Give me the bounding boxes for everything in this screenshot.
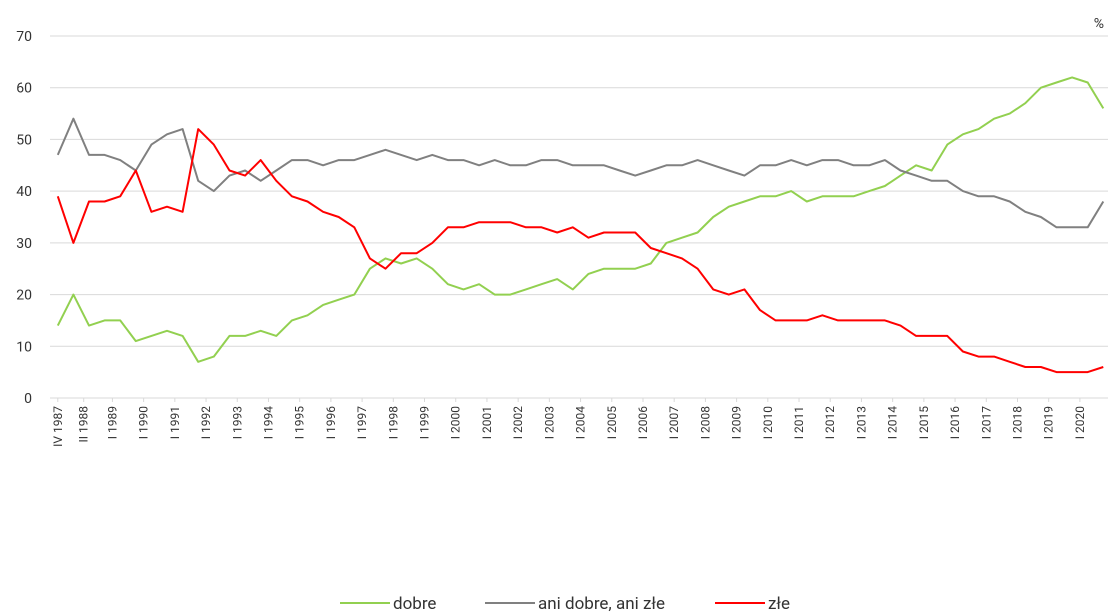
x-tick-label: I 2005 xyxy=(605,406,619,439)
x-tick-label: I 1994 xyxy=(261,406,275,439)
x-tick-label: I 2001 xyxy=(480,406,494,439)
legend-label: dobre xyxy=(393,594,436,614)
x-tick-label: I 2012 xyxy=(823,406,837,439)
x-tick-label: I 2010 xyxy=(761,406,775,439)
x-tick-label: I 2016 xyxy=(948,406,962,439)
x-tick-label: IV 1987 xyxy=(51,406,65,447)
series-line xyxy=(56,128,1104,374)
x-tick-label: I 2015 xyxy=(917,406,931,439)
y-tick-label: 10 xyxy=(16,339,32,355)
x-tick-label: I 2007 xyxy=(667,406,681,439)
x-tick-label: I 2014 xyxy=(886,406,900,439)
x-tick-label: I 2002 xyxy=(511,406,525,439)
x-tick-label: I 2019 xyxy=(1042,406,1056,439)
legend-label: złe xyxy=(768,594,790,614)
x-tick-label: I 1997 xyxy=(355,406,369,439)
x-tick-label: I 1993 xyxy=(230,406,244,439)
y-tick-label: 40 xyxy=(16,184,32,200)
x-tick-label: I 2004 xyxy=(574,406,588,439)
legend-label: ani dobre, ani złe xyxy=(538,594,665,614)
x-tick-label: I 2000 xyxy=(449,406,463,439)
x-tick-label: I 1999 xyxy=(418,406,432,439)
y-tick-label: 20 xyxy=(16,288,32,304)
x-tick-label: I 1998 xyxy=(386,406,400,439)
x-tick-label: I 2006 xyxy=(636,406,650,439)
legend: dobre ani dobre, ani złe złe xyxy=(340,594,790,614)
x-tick-label: I 2017 xyxy=(979,406,993,439)
x-tick-label: I 1995 xyxy=(293,406,307,439)
x-tick-label: I 2013 xyxy=(854,406,868,439)
x-tick-label: I 2011 xyxy=(792,406,806,439)
x-tick-label: I 2009 xyxy=(730,406,744,439)
x-tick-label: I 1991 xyxy=(168,406,182,439)
x-tick-label: I 2003 xyxy=(542,406,556,439)
y-tick-label: 70 xyxy=(16,29,32,45)
series-line xyxy=(56,76,1105,363)
y-tick-label: 60 xyxy=(16,81,32,97)
series-line xyxy=(56,117,1105,229)
y-tick-label: 0 xyxy=(24,391,32,407)
x-tick-label: I 1992 xyxy=(199,406,213,439)
x-tick-label: I 2020 xyxy=(1073,406,1087,439)
x-tick-label: I 1996 xyxy=(324,406,338,439)
x-tick-label: I 1989 xyxy=(105,406,119,439)
y-tick-label: 50 xyxy=(16,132,32,148)
x-tick-label: I 1990 xyxy=(137,406,151,439)
unit-label: % xyxy=(1094,16,1104,32)
x-tick-label: I 2008 xyxy=(698,406,712,439)
x-tick-label: I 2018 xyxy=(1010,406,1024,439)
y-tick-label: 30 xyxy=(16,236,32,252)
x-tick-label: II 1988 xyxy=(77,406,91,443)
